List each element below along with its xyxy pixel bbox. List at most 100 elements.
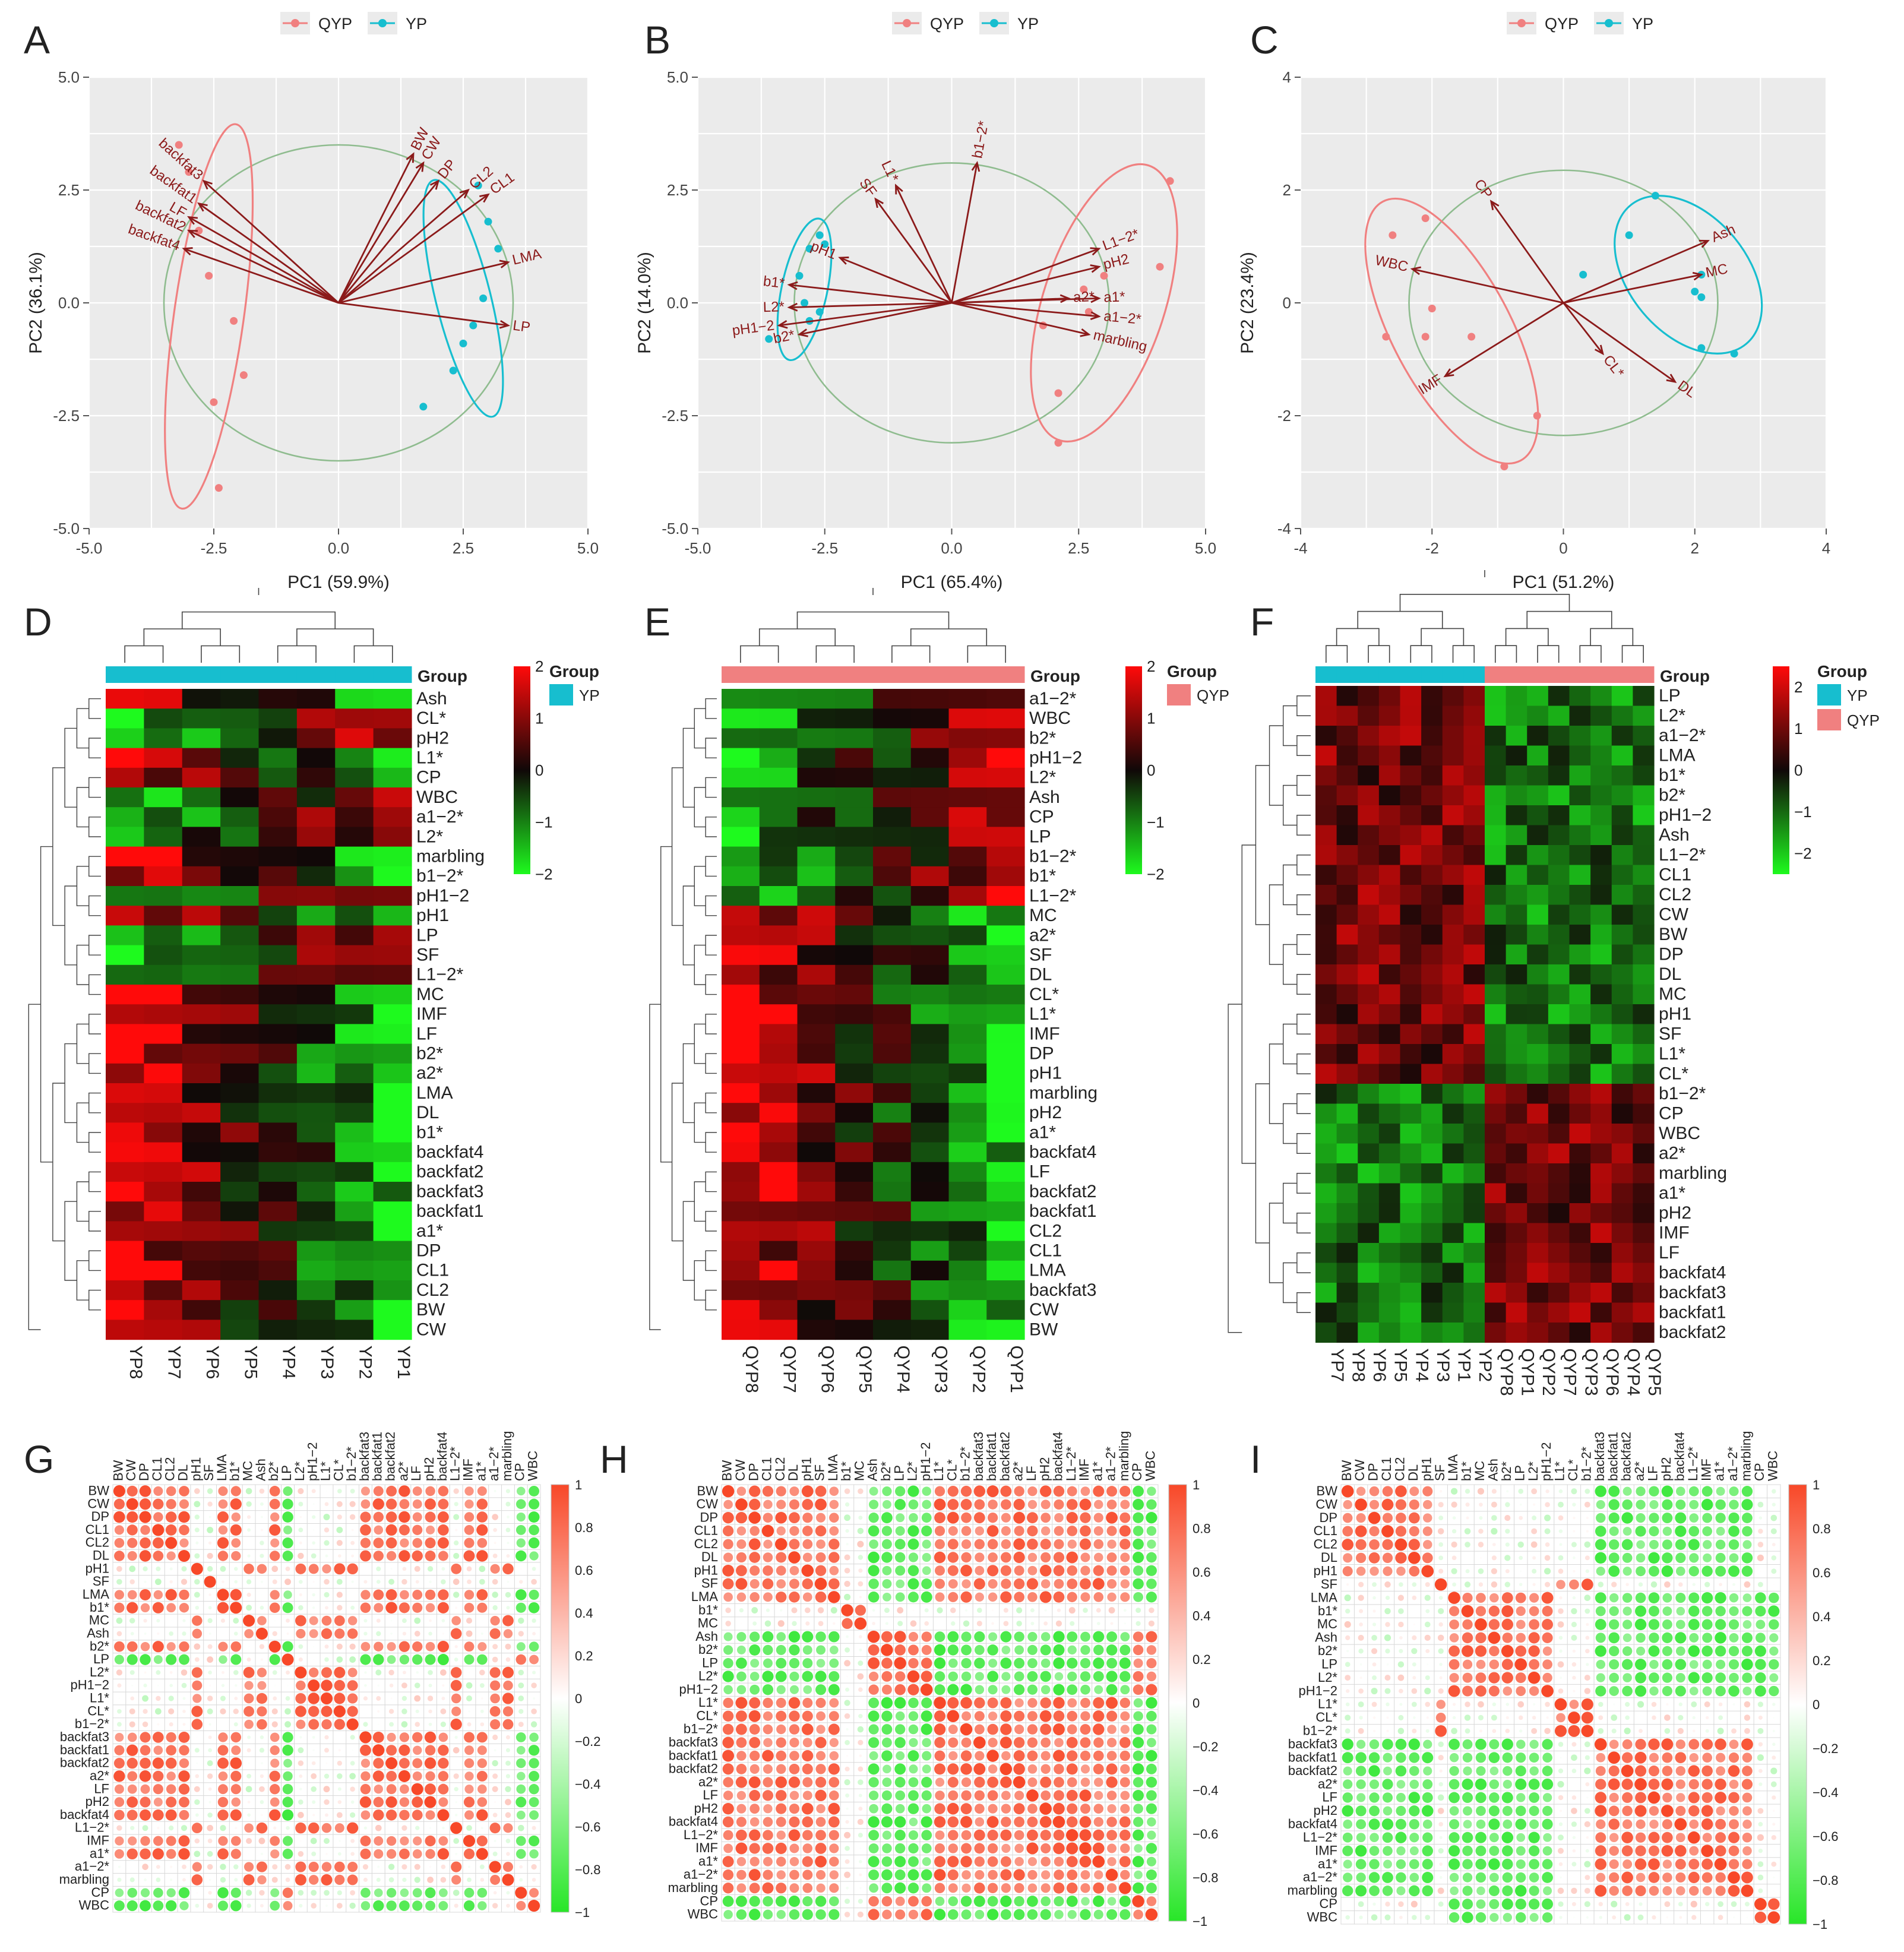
correlation-dot bbox=[245, 1681, 254, 1690]
correlation-dot bbox=[195, 1657, 200, 1662]
legend-key-point bbox=[990, 19, 998, 27]
correlation-scale-bar bbox=[1169, 1485, 1187, 1921]
correlation-dot bbox=[1609, 1539, 1620, 1550]
correlation-dot bbox=[846, 1635, 849, 1638]
correlation-dot bbox=[230, 1498, 242, 1510]
row-dendrogram-link bbox=[1297, 895, 1311, 915]
heatmap-cell bbox=[1463, 885, 1485, 905]
correlation-dot bbox=[153, 1848, 164, 1859]
correlation-dot bbox=[1772, 1543, 1776, 1546]
matrix-row-label: LF bbox=[703, 1788, 718, 1802]
correlation-dot bbox=[988, 1552, 998, 1562]
correlation-dot bbox=[1385, 1649, 1390, 1653]
heatmap-cell bbox=[259, 1143, 298, 1163]
heatmap-cell bbox=[1421, 1203, 1443, 1223]
correlation-dot bbox=[1107, 1593, 1116, 1602]
correlation-dot bbox=[336, 1527, 343, 1533]
correlation-dot bbox=[859, 1635, 862, 1638]
correlation-dot bbox=[1528, 1646, 1539, 1657]
correlation-dot bbox=[1080, 1883, 1090, 1893]
heatmap-cell bbox=[949, 866, 987, 887]
correlation-dot bbox=[231, 1888, 241, 1898]
correlation-dot bbox=[505, 1786, 511, 1792]
correlation-dot bbox=[935, 1579, 945, 1589]
heatmap-cell bbox=[1421, 1064, 1443, 1084]
heatmap-cell bbox=[873, 1162, 911, 1182]
matrix-row-label: b2* bbox=[698, 1642, 718, 1657]
correlation-dot bbox=[977, 1621, 982, 1626]
correlation-dot bbox=[181, 1566, 186, 1571]
correlation-dot bbox=[883, 1593, 891, 1602]
heatmap-cell bbox=[798, 807, 836, 827]
heatmap-cell bbox=[1506, 1203, 1527, 1223]
group-legend-title: Group bbox=[1167, 662, 1217, 681]
correlation-dot bbox=[1715, 1592, 1726, 1603]
matrix-row-label: LMA bbox=[691, 1589, 719, 1604]
correlation-dot bbox=[1355, 1752, 1367, 1763]
row-dendrogram-link bbox=[706, 1172, 717, 1191]
correlation-dot bbox=[1133, 1763, 1144, 1774]
heatmap-column-label: QYP6 bbox=[817, 1346, 837, 1393]
row-dendrogram-link bbox=[706, 1053, 717, 1073]
correlation-dot bbox=[1558, 1688, 1564, 1694]
group-bar-cell bbox=[1570, 666, 1591, 683]
correlation-dot bbox=[1715, 1672, 1726, 1683]
heatmap-cell bbox=[1506, 1024, 1527, 1045]
heatmap-cell bbox=[798, 906, 836, 926]
correlation-dot bbox=[1772, 1503, 1776, 1507]
heatmap-cell bbox=[949, 827, 987, 847]
heatmap-cell bbox=[1315, 1004, 1337, 1024]
heatmap-cell bbox=[1337, 706, 1358, 726]
correlation-dot bbox=[1396, 1752, 1406, 1763]
correlation-dot bbox=[1572, 1662, 1577, 1667]
correlation-dot bbox=[1094, 1685, 1103, 1694]
correlation-dot bbox=[1080, 1671, 1090, 1681]
correlation-dot bbox=[1716, 1660, 1725, 1669]
correlation-dot bbox=[322, 1862, 332, 1872]
sample-point-qyp bbox=[1422, 333, 1429, 341]
correlation-dot bbox=[908, 1803, 919, 1814]
heatmap-cell bbox=[760, 807, 798, 827]
correlation-dot bbox=[477, 1499, 488, 1510]
color-scale-tick: 1 bbox=[1147, 710, 1155, 727]
correlation-dot bbox=[387, 1551, 396, 1561]
heatmap-column-label: QYP7 bbox=[1560, 1349, 1580, 1396]
heatmap-cell bbox=[297, 748, 336, 768]
correlation-dot bbox=[1636, 1554, 1646, 1563]
correlation-dot bbox=[260, 1904, 264, 1907]
correlation-dot bbox=[490, 1719, 500, 1729]
correlation-dot bbox=[273, 1670, 277, 1675]
correlation-dot bbox=[1053, 1723, 1065, 1735]
correlation-dot bbox=[763, 1540, 772, 1549]
correlation-scale-tick: −0.4 bbox=[575, 1777, 600, 1792]
heatmap-cell bbox=[182, 1083, 221, 1103]
correlation-dot bbox=[234, 1567, 238, 1571]
correlation-dot bbox=[1093, 1896, 1104, 1907]
correlation-dot bbox=[1055, 1672, 1064, 1681]
group-legend-label: QYP bbox=[1847, 711, 1880, 729]
correlation-dot bbox=[1729, 1539, 1739, 1550]
correlation-dot bbox=[1542, 1619, 1553, 1630]
correlation-dot bbox=[1054, 1499, 1064, 1510]
sample-point-qyp bbox=[205, 272, 213, 280]
matrix-column-label: L1−2* bbox=[1064, 1446, 1078, 1481]
heatmap-cell bbox=[1612, 765, 1633, 786]
correlation-dot bbox=[988, 1790, 998, 1801]
correlation-dot bbox=[140, 1836, 150, 1846]
correlation-dot bbox=[438, 1537, 449, 1549]
correlation-dot bbox=[1584, 1688, 1590, 1694]
correlation-dot bbox=[415, 1877, 420, 1883]
heatmap-cell bbox=[1612, 925, 1633, 945]
heatmap-cell bbox=[1379, 1064, 1400, 1084]
correlation-dot bbox=[1396, 1499, 1406, 1510]
correlation-dot bbox=[1001, 1552, 1011, 1563]
correlation-dot bbox=[749, 1526, 760, 1536]
correlation-dot bbox=[934, 1512, 945, 1523]
correlation-dot bbox=[154, 1655, 163, 1664]
heatmap-cell bbox=[873, 1064, 911, 1084]
correlation-dot bbox=[922, 1513, 932, 1523]
correlation-dot bbox=[1529, 1766, 1539, 1776]
correlation-dot bbox=[1769, 1593, 1779, 1603]
matrix-row-label: WBC bbox=[79, 1898, 109, 1913]
heatmap-cell bbox=[1443, 945, 1464, 965]
